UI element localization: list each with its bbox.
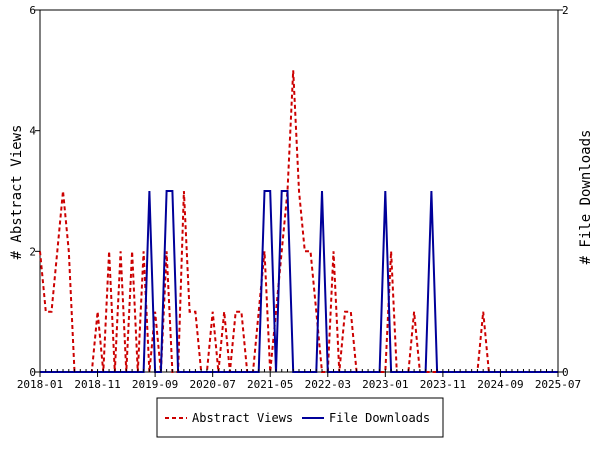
y-left-tick-label: 2 bbox=[29, 245, 36, 258]
y-right-tick-label: 2 bbox=[562, 4, 569, 17]
x-tick-label: 2021-05 bbox=[247, 378, 293, 391]
y-axis-left-label: # Abstract Views bbox=[9, 125, 25, 260]
x-tick-label: 2022-03 bbox=[305, 378, 351, 391]
x-tick-label: 2023-01 bbox=[362, 378, 408, 391]
x-tick-label: 2018-01 bbox=[17, 378, 63, 391]
y-right-tick-label: 0 bbox=[562, 366, 569, 379]
y-axis-left: 0 2 4 6 bbox=[29, 4, 40, 379]
y-left-tick-label: 6 bbox=[29, 4, 36, 17]
x-axis: 2018-01 2018-11 2019-09 2020-07 2021-05 2022-… bbox=[17, 369, 581, 391]
x-tick-label: 2025-07 bbox=[535, 378, 581, 391]
x-tick-label: 2024-09 bbox=[477, 378, 523, 391]
y-left-tick-label: 4 bbox=[29, 125, 36, 138]
y-axis-right: 02 bbox=[558, 4, 569, 379]
x-tick-label: 2018-11 bbox=[74, 378, 120, 391]
y-axis-right-label: # File Downloads bbox=[578, 130, 594, 265]
plot-area bbox=[39, 9, 559, 373]
y-left-tick-label: 0 bbox=[29, 366, 36, 379]
legend-label-file-downloads: File Downloads bbox=[329, 411, 430, 425]
x-tick-label: 2019-09 bbox=[132, 378, 178, 391]
series-line-abstract-views bbox=[39, 70, 558, 373]
legend-box bbox=[156, 397, 444, 438]
x-tick-label: 2020-07 bbox=[189, 378, 235, 391]
legend: Abstract Views File Downloads bbox=[156, 397, 444, 438]
x-tick-label: 2023-11 bbox=[420, 378, 466, 391]
legend-label-abstract-views: Abstract Views bbox=[192, 411, 293, 425]
